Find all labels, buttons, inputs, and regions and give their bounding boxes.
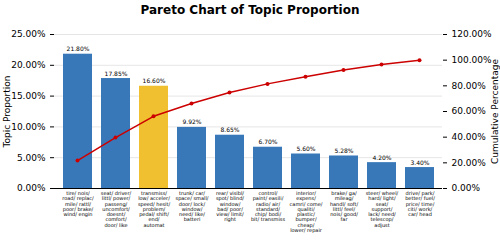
- svg-text:80.00%: 80.00%: [452, 81, 487, 91]
- svg-text:40.00%: 40.00%: [452, 132, 487, 142]
- svg-text:interior/expens/camri/ come/qu: interior/expens/camri/ come/qualiti/plas…: [290, 190, 323, 234]
- svg-text:10.00%: 10.00%: [11, 122, 46, 132]
- svg-text:0.00%: 0.00%: [17, 183, 46, 193]
- svg-text:4.20%: 4.20%: [372, 154, 391, 161]
- svg-text:3.40%: 3.40%: [410, 159, 429, 166]
- svg-text:Cumulative Percentage: Cumulative Percentage: [490, 59, 500, 164]
- svg-text:60.00%: 60.00%: [452, 106, 487, 116]
- svg-text:17.85%: 17.85%: [105, 70, 128, 77]
- svg-text:20.00%: 20.00%: [11, 60, 46, 70]
- svg-text:5.28%: 5.28%: [334, 147, 353, 154]
- svg-text:120.00%: 120.00%: [452, 29, 492, 39]
- svg-text:tire/ nois/road/ replac/mile/: tire/ nois/road/ replac/mile/ rattl/poor…: [62, 190, 94, 218]
- svg-text:20.00%: 20.00%: [452, 158, 487, 168]
- svg-text:6.70%: 6.70%: [258, 138, 277, 145]
- svg-text:25.00%: 25.00%: [11, 29, 46, 39]
- svg-text:brake/ ga/mileag/handl/ soft/l: brake/ ga/mileag/handl/ soft/littl/ feel…: [330, 190, 359, 222]
- svg-text:8.65%: 8.65%: [220, 126, 239, 133]
- svg-text:Topic Proportion: Topic Proportion: [2, 76, 12, 149]
- svg-text:transmiss/low/ acceler/speed/: transmiss/low/ acceler/speed/ hesit/prob…: [138, 190, 171, 228]
- svg-text:trunk/ car/space/ small/door/: trunk/ car/space/ small/door/ lock/windo…: [176, 190, 209, 222]
- svg-text:seat/ driver/littl/ power/pass: seat/ driver/littl/ power/passeng/uncomf…: [101, 190, 132, 228]
- svg-text:5.60%: 5.60%: [296, 145, 315, 152]
- svg-text:16.60%: 16.60%: [143, 77, 166, 84]
- svg-text:21.80%: 21.80%: [67, 45, 90, 52]
- svg-text:5.00%: 5.00%: [17, 153, 46, 163]
- html-text:Pareto Chart of Topic Proporti: Pareto Chart of Topic Proportion: [140, 3, 360, 17]
- svg-text:9.92%: 9.92%: [182, 118, 201, 125]
- svg-text:15.00%: 15.00%: [11, 91, 46, 101]
- svg-text:rear/ visibl/spot/ blind/windo: rear/ visibl/spot/ blind/window/bad/ poo…: [216, 190, 244, 223]
- svg-text:drive/ park/better/ fuel/price: drive/ park/better/ fuel/price/ time/cit…: [405, 190, 435, 217]
- svg-text:100.00%: 100.00%: [452, 55, 492, 65]
- svg-text:control/paint/ easili/radio/ a: control/paint/ easili/radio/ air/standar…: [251, 190, 286, 222]
- svg-text:0.00%: 0.00%: [452, 183, 481, 193]
- svg-text:steer/ wheel/hard/ light/seat/: steer/ wheel/hard/ light/seat/support/la…: [366, 190, 399, 229]
